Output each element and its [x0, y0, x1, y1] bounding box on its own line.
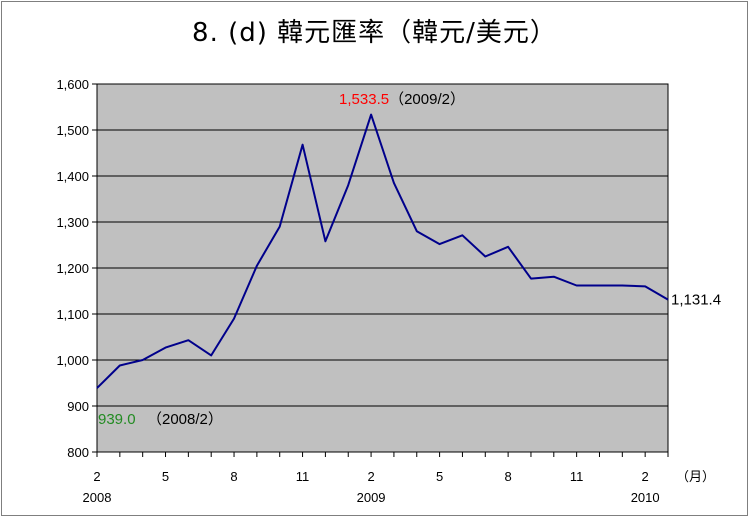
y-tick-label: 1,000: [56, 353, 89, 368]
max-annotation-date: （2009/2）: [389, 91, 465, 108]
chart-title: 8. (d) 韓元匯率（韓元/美元）: [192, 18, 557, 48]
last-value-label: 1,131.4: [671, 292, 721, 309]
x-year-label: 2009: [357, 490, 386, 505]
x-unit-label: （月）: [676, 469, 715, 484]
x-tick-label: 11: [296, 469, 310, 484]
x-tick-label: 2: [642, 469, 649, 484]
x-year-label: 2008: [83, 490, 112, 505]
y-tick-label: 800: [67, 445, 89, 460]
x-tick-label: 11: [570, 469, 584, 484]
max-annotation-value: 1,533.5: [339, 91, 389, 108]
y-tick-label: 1,100: [56, 307, 89, 322]
x-tick-label: 2: [367, 469, 374, 484]
y-tick-label: 1,500: [56, 123, 89, 138]
x-tick-label: 5: [162, 469, 169, 484]
x-year-label: 2010: [631, 490, 660, 505]
x-tick-label: 8: [505, 469, 512, 484]
x-tick-label: 8: [230, 469, 237, 484]
x-tick-label: 5: [436, 469, 443, 484]
y-tick-label: 900: [67, 399, 89, 414]
y-tick-label: 1,200: [56, 261, 89, 276]
y-tick-label: 1,300: [56, 215, 89, 230]
x-tick-label: 2: [93, 469, 100, 484]
min-annotation-date: （2008/2）: [147, 411, 223, 428]
y-tick-label: 1,400: [56, 169, 89, 184]
series-line: [96, 113, 669, 389]
y-tick-label: 1,600: [56, 77, 89, 92]
min-annotation-value: 939.0: [98, 411, 136, 428]
